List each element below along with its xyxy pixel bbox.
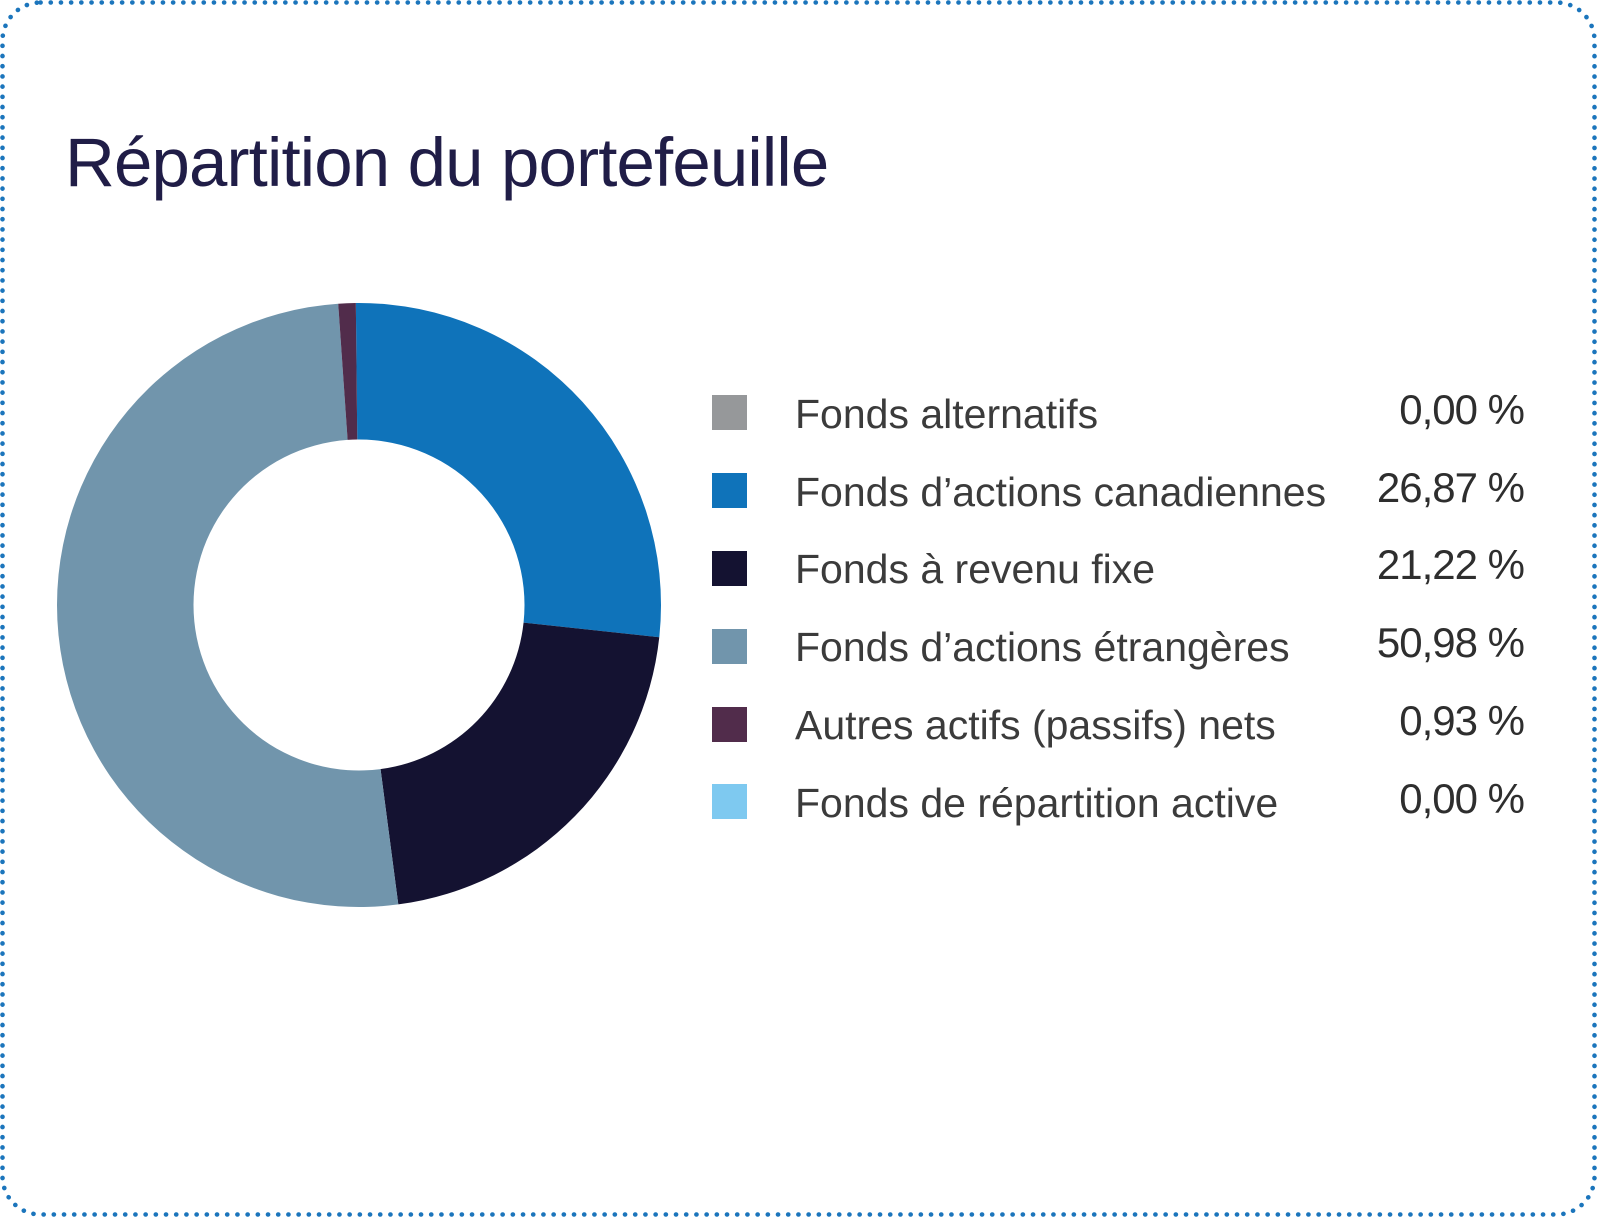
legend-label: Fonds alternatifs <box>795 390 1099 437</box>
legend-value: 0,93 % <box>1399 697 1525 745</box>
legend-color-swatch <box>712 784 747 820</box>
legend-color-swatch <box>712 550 747 586</box>
legend-item: Fonds d’actions canadiennes 26,87 % <box>711 452 1525 530</box>
donut-slice <box>355 303 661 638</box>
legend-label: Fonds à revenu fixe <box>795 546 1156 593</box>
legend-label: Fonds de répartition active <box>795 779 1279 826</box>
chart-legend: Fonds alternatifs 0,00 % Fonds d’actions… <box>711 374 1525 841</box>
legend-item: Fonds d’actions étrangères 50,98 % <box>711 607 1525 685</box>
legend-value: 21,22 % <box>1376 541 1525 589</box>
legend-item: Fonds à revenu fixe 21,22 % <box>711 530 1525 608</box>
legend-color-swatch <box>712 395 747 431</box>
legend-item: Fonds de répartition active 0,00 % <box>711 763 1525 841</box>
legend-color-swatch <box>712 473 747 509</box>
legend-item: Fonds alternatifs 0,00 % <box>711 374 1525 452</box>
legend-label: Fonds d’actions canadiennes <box>795 468 1327 515</box>
chart-title: Répartition du portefeuille <box>65 124 829 201</box>
legend-value: 0,00 % <box>1399 774 1525 822</box>
legend-value: 0,00 % <box>1399 385 1525 433</box>
legend-value: 26,87 % <box>1376 463 1525 511</box>
legend-label: Fonds d’actions étrangères <box>795 624 1290 671</box>
legend-value: 50,98 % <box>1376 619 1525 667</box>
legend-label: Autres actifs (passifs) nets <box>795 702 1276 749</box>
donut-slice <box>57 303 399 907</box>
legend-color-swatch <box>712 706 747 742</box>
donut-slice <box>380 622 660 905</box>
legend-color-swatch <box>712 628 747 664</box>
donut-slice <box>338 303 358 440</box>
legend-item: Autres actifs (passifs) nets 0,93 % <box>711 685 1525 763</box>
